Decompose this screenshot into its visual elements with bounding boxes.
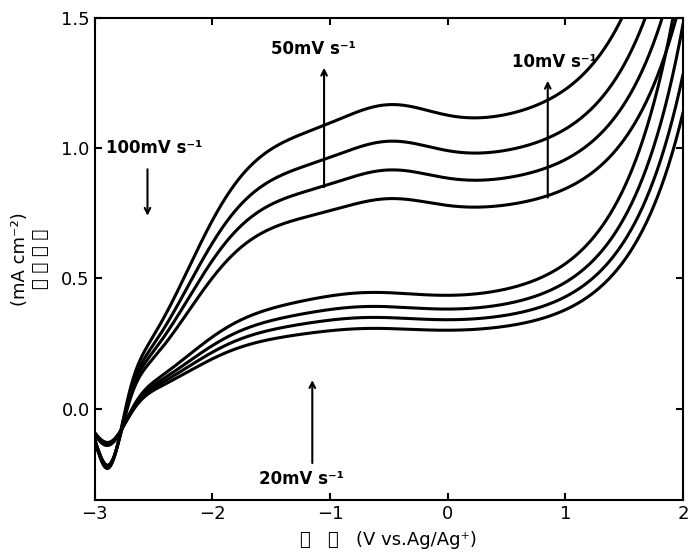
Text: 100mV s⁻¹: 100mV s⁻¹ [106,139,203,157]
X-axis label: 电   压   (V vs.Ag/Ag⁺): 电 压 (V vs.Ag/Ag⁺) [300,531,477,549]
Text: 10mV s⁻¹: 10mV s⁻¹ [512,53,597,71]
Y-axis label: (mA cm⁻²)
电 流 密 度: (mA cm⁻²) 电 流 密 度 [11,212,50,306]
Text: 20mV s⁻¹: 20mV s⁻¹ [259,470,344,488]
Text: 50mV s⁻¹: 50mV s⁻¹ [271,40,356,58]
